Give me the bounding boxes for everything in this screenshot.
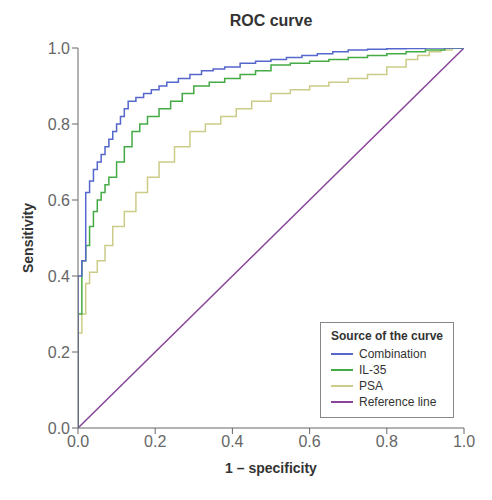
svg-text:0.2: 0.2: [144, 433, 166, 450]
html-text:Reference line: Reference line: [359, 395, 437, 409]
svg-text:1.0: 1.0: [453, 433, 475, 450]
svg-text:0.6: 0.6: [48, 192, 70, 209]
svg-text:1.0: 1.0: [48, 40, 70, 57]
html-text:PSA: PSA: [359, 379, 383, 393]
svg-text:0.8: 0.8: [376, 433, 398, 450]
svg-text:0.4: 0.4: [48, 268, 70, 285]
svg-text:0.6: 0.6: [298, 433, 320, 450]
html-text:Combination: Combination: [359, 347, 427, 361]
html-text:Source of the curve: Source of the curve: [331, 329, 443, 343]
html-text:ROC curve: ROC curve: [229, 12, 313, 29]
svg-text:0.4: 0.4: [221, 433, 243, 450]
svg-text:1 – specificity: 1 – specificity: [225, 460, 317, 476]
svg-text:0.2: 0.2: [48, 344, 70, 361]
svg-text:0.0: 0.0: [48, 420, 70, 437]
svg-text:0.8: 0.8: [48, 116, 70, 133]
svg-text:Sensitivity: Sensitivity: [20, 203, 36, 273]
html-text:IL-35: IL-35: [359, 363, 387, 377]
svg-text:0.0: 0.0: [67, 433, 89, 450]
